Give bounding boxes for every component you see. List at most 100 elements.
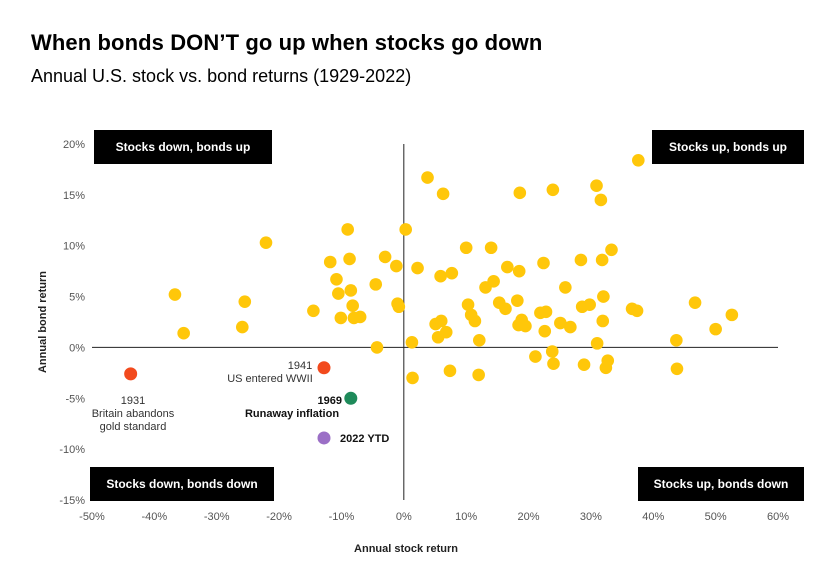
quadrant-label-top-left: Stocks down, bonds up: [116, 140, 251, 154]
data-point: [547, 357, 560, 371]
x-tick-label: 50%: [705, 511, 727, 523]
data-point: [597, 290, 610, 303]
data-point: [307, 304, 320, 318]
x-tick-label: -50%: [79, 511, 105, 523]
y-tick-label: 10%: [63, 241, 85, 253]
data-point: [334, 311, 348, 325]
data-point: [445, 266, 459, 280]
data-point: [443, 364, 457, 378]
x-tick-label: -10%: [329, 511, 355, 523]
data-point: [632, 153, 645, 167]
data-point: [484, 241, 498, 255]
data-point: [392, 300, 406, 314]
quadrant-label-bottom-left: Stocks down, bonds down: [106, 477, 257, 491]
annotation-1941-note: US entered WWII: [227, 373, 313, 385]
data-point: [177, 326, 190, 340]
annotation-1969-year: 1969: [318, 395, 342, 407]
data-point: [577, 358, 591, 372]
data-point: [472, 368, 485, 382]
data-point: [545, 345, 559, 358]
data-point: [421, 171, 434, 184]
data-point: [468, 314, 482, 328]
data-point: [238, 295, 252, 308]
data-point: [330, 272, 343, 286]
data-point: [411, 261, 424, 275]
quadrant-label-top-left-box: [94, 130, 272, 164]
data-point: [472, 334, 486, 347]
y-tick-label: -5%: [65, 393, 85, 405]
data-point: [323, 255, 337, 269]
data-point: [168, 288, 182, 301]
data-point: [546, 183, 560, 197]
data-point: [439, 325, 453, 339]
data-point: [341, 223, 354, 236]
data-point: [725, 308, 739, 322]
x-tick-label: 60%: [767, 511, 789, 523]
y-axis-title: Annual bond return: [37, 271, 49, 373]
data-point: [688, 296, 702, 309]
data-point: [538, 324, 552, 338]
data-point: [259, 236, 273, 249]
data-point: [461, 298, 475, 312]
x-tick-label: -40%: [142, 511, 168, 523]
y-tick-label: -10%: [59, 444, 85, 456]
y-tick-label: -15%: [59, 495, 85, 507]
point-1931: [124, 367, 138, 381]
data-point: [529, 350, 542, 363]
data-point: [399, 223, 412, 236]
data-point: [405, 336, 419, 349]
data-point: [574, 253, 588, 267]
annotation-2022-label: 2022 YTD: [340, 433, 389, 445]
data-point: [554, 316, 567, 330]
data-point: [537, 256, 550, 270]
data-point: [590, 179, 603, 193]
data-point: [539, 305, 553, 319]
data-point: [370, 341, 384, 354]
x-tick-label: 0%: [396, 511, 412, 523]
data-point: [590, 337, 604, 350]
data-point: [594, 193, 608, 207]
data-point: [559, 281, 572, 294]
data-point: [434, 314, 448, 328]
data-point: [487, 275, 500, 288]
data-point: [459, 241, 473, 255]
data-point: [369, 278, 383, 291]
data-point: [596, 314, 610, 328]
quadrant-label-top-right: Stocks up, bonds up: [669, 140, 787, 154]
x-tick-label: -20%: [266, 511, 292, 523]
annotation-1969-note: Runaway inflation: [245, 408, 339, 420]
data-point: [513, 186, 527, 200]
x-tick-label: 30%: [580, 511, 602, 523]
chart-subtitle: Annual U.S. stock vs. bond returns (1929…: [31, 66, 412, 86]
data-point: [709, 322, 722, 336]
chart-title: When bonds DON’T go up when stocks go do…: [31, 30, 543, 55]
data-point: [519, 319, 532, 333]
quadrant-label-bottom-right-box: [638, 467, 804, 501]
point-1941: [317, 361, 331, 375]
data-point: [499, 302, 512, 316]
data-point: [353, 310, 367, 324]
data-point: [436, 187, 450, 201]
data-point: [332, 287, 345, 300]
data-point: [235, 320, 249, 334]
x-tick-label: 40%: [642, 511, 664, 523]
data-point: [630, 304, 644, 318]
y-tick-label: 0%: [69, 342, 85, 354]
data-point: [501, 260, 514, 274]
x-tick-label: 20%: [518, 511, 540, 523]
data-point: [344, 284, 358, 297]
data-point: [434, 269, 447, 283]
quadrant-label-bottom-left-box: [90, 467, 274, 501]
data-point: [564, 320, 577, 334]
annotation-1941-year: 1941: [288, 360, 312, 372]
data-point: [601, 354, 615, 367]
data-point: [595, 253, 609, 267]
x-axis-title: Annual stock return: [354, 543, 458, 555]
data-point: [605, 243, 618, 257]
y-tick-label: 15%: [63, 190, 85, 202]
data-point: [343, 252, 356, 266]
data-point: [378, 250, 392, 264]
quadrant-label-bottom-right: Stocks up, bonds down: [654, 477, 789, 491]
annotation-1931-note-line1: Britain abandons: [92, 408, 175, 420]
